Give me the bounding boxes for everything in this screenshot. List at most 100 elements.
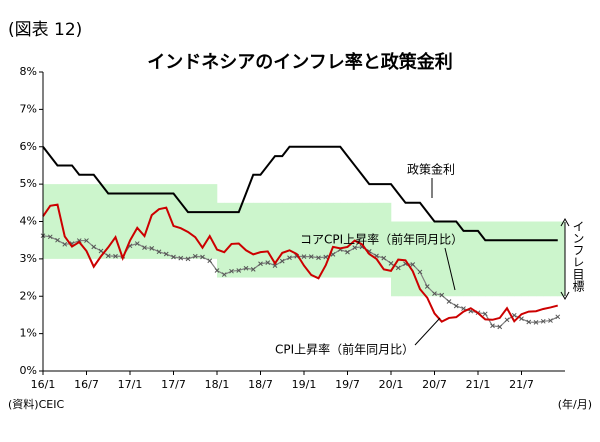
series-marker xyxy=(207,258,213,264)
series-marker xyxy=(84,238,89,243)
series-marker xyxy=(388,261,394,266)
target-band xyxy=(296,202,305,278)
target-band xyxy=(275,202,283,278)
target-band xyxy=(246,202,254,278)
series-label: コアCPI上昇率（前年同月比） xyxy=(300,232,463,247)
series-marker xyxy=(548,318,553,323)
target-band xyxy=(50,184,58,259)
series-marker xyxy=(540,318,546,324)
target-band xyxy=(122,184,131,259)
target-band xyxy=(434,221,443,297)
target-band xyxy=(347,202,356,278)
series-marker xyxy=(134,241,140,246)
series-marker xyxy=(55,237,60,243)
target-band xyxy=(325,202,334,278)
target-band xyxy=(64,184,73,259)
series-marker xyxy=(424,284,430,289)
x-tick-label: 16/1 xyxy=(31,378,56,391)
target-band xyxy=(536,221,544,297)
series-marker xyxy=(185,256,191,262)
target-band xyxy=(282,202,290,278)
figure-label: (図表 12) xyxy=(8,20,82,40)
target-band xyxy=(238,202,247,278)
target-band xyxy=(115,184,124,259)
series-marker xyxy=(330,252,336,257)
target-band xyxy=(188,184,196,259)
series-marker xyxy=(490,323,495,329)
target-band xyxy=(543,221,551,297)
target-band xyxy=(507,221,515,297)
target-band xyxy=(485,221,493,297)
target-band xyxy=(166,184,174,259)
target-band xyxy=(260,202,269,278)
target-band xyxy=(253,202,261,278)
target-band xyxy=(391,221,399,297)
target-band xyxy=(318,202,327,278)
target-band xyxy=(202,184,211,259)
series-marker xyxy=(432,291,437,296)
series-marker xyxy=(47,234,53,240)
target-band xyxy=(108,184,116,259)
x-tick-label: 16/7 xyxy=(74,378,99,391)
target-band xyxy=(151,184,160,259)
target-band xyxy=(521,221,530,297)
series-marker xyxy=(178,255,184,261)
x-tick-label: 20/1 xyxy=(379,378,404,391)
series-marker xyxy=(439,292,445,298)
target-band xyxy=(144,184,153,259)
target-band xyxy=(405,221,414,297)
series-marker xyxy=(149,246,155,251)
series-marker xyxy=(236,268,242,273)
series-marker xyxy=(533,320,539,325)
target-band xyxy=(441,221,450,297)
series-marker xyxy=(287,255,292,261)
series-marker xyxy=(214,268,220,273)
series-line xyxy=(42,145,558,242)
series-marker xyxy=(504,317,510,323)
series-marker xyxy=(482,311,488,317)
y-tick-label: 6% xyxy=(20,140,37,153)
x-tick-label: 17/7 xyxy=(161,378,186,391)
band-arrow-heads xyxy=(560,217,570,301)
series-marker xyxy=(258,261,263,267)
series-marker xyxy=(519,316,524,322)
target-band xyxy=(72,184,80,259)
series-marker xyxy=(243,265,249,271)
series-marker xyxy=(250,266,256,272)
series-marker xyxy=(511,312,517,318)
target-band xyxy=(412,221,421,297)
target-band xyxy=(478,221,486,297)
target-band xyxy=(333,202,341,278)
series-marker xyxy=(446,299,452,304)
series-marker xyxy=(91,244,97,250)
y-tick-label: 1% xyxy=(20,327,37,340)
y-tick-label: 0% xyxy=(20,364,37,377)
target-band xyxy=(557,221,566,297)
target-band xyxy=(159,184,167,259)
target-band xyxy=(130,184,138,259)
x-tick-label: 18/7 xyxy=(248,378,273,391)
y-tick-label: 2% xyxy=(20,289,37,302)
series-label: CPI上昇率（前年同月比） xyxy=(275,342,414,357)
series-marker xyxy=(345,249,350,255)
target-band xyxy=(340,202,348,278)
target-band xyxy=(224,202,232,278)
target-band xyxy=(304,202,312,278)
x-tick-label: 19/7 xyxy=(335,378,360,391)
series-marker xyxy=(417,269,423,275)
target-band xyxy=(492,221,501,297)
target-band xyxy=(217,202,225,278)
target-band xyxy=(427,221,435,297)
y-tick-label: 7% xyxy=(20,102,37,115)
series-marker xyxy=(229,268,234,274)
series-marker xyxy=(381,255,387,261)
series-marker xyxy=(105,253,111,259)
series-marker xyxy=(410,262,416,267)
x-tick-label: 20/7 xyxy=(422,378,447,391)
series-marker xyxy=(526,319,532,325)
target-band xyxy=(267,202,276,278)
series-marker xyxy=(352,245,358,251)
series-marker xyxy=(453,303,459,309)
target-band xyxy=(231,202,240,278)
